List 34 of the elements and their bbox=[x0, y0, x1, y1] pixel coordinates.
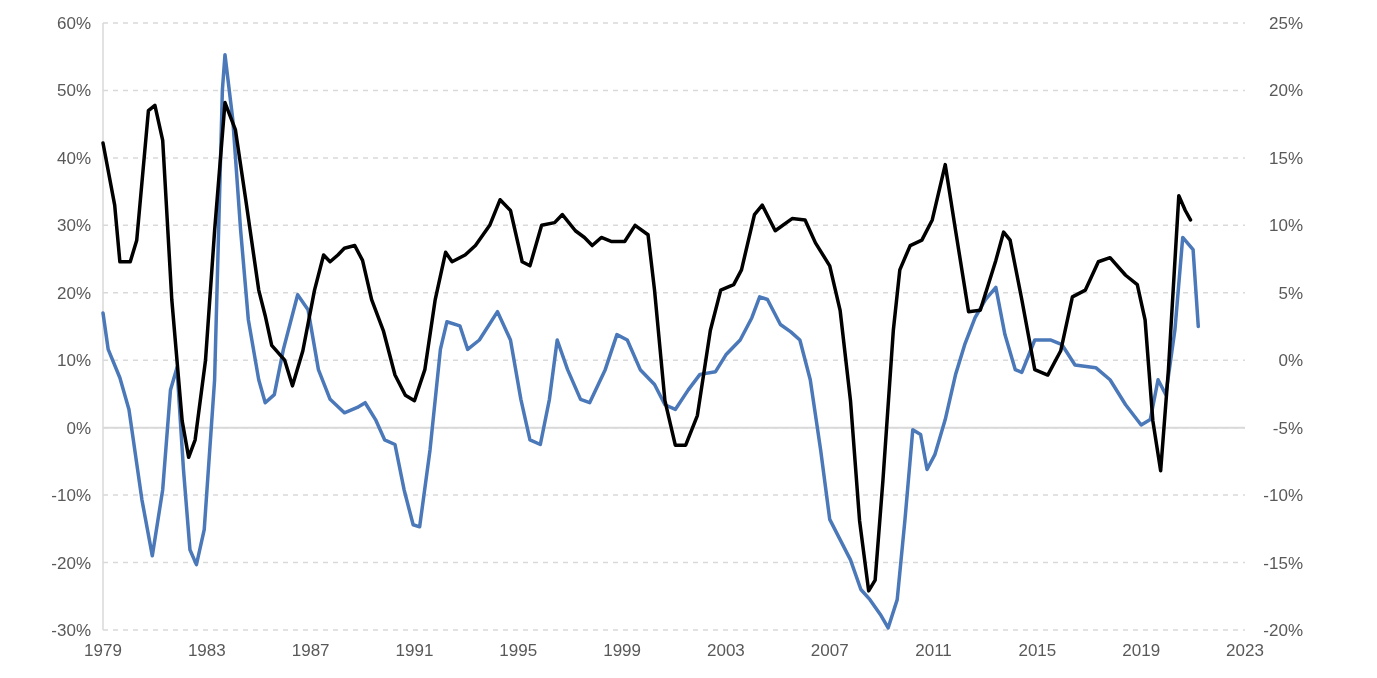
y2-tick-label: -20% bbox=[1263, 620, 1303, 640]
y-tick-label: -30% bbox=[51, 620, 91, 640]
y2-tick-label: 20% bbox=[1268, 81, 1303, 101]
y-tick-label: 40% bbox=[56, 148, 91, 168]
y-tick-label: 20% bbox=[56, 283, 91, 303]
line-series bbox=[101, 100, 1193, 593]
y-tick-label: 30% bbox=[56, 216, 91, 236]
y2-tick-label: -10% bbox=[1263, 486, 1303, 506]
x-tick-label: 2015 bbox=[1018, 641, 1057, 660]
y2-tick-label: 5% bbox=[1278, 283, 1303, 303]
y2-tick-label: -15% bbox=[1263, 553, 1303, 573]
y2-tick-label: 25% bbox=[1268, 13, 1303, 33]
y2-tick-label: 0% bbox=[1278, 351, 1303, 371]
y-tick-label: -20% bbox=[51, 553, 91, 573]
x-tick-label: 1983 bbox=[187, 641, 226, 660]
x-tick-label: 1995 bbox=[499, 641, 538, 660]
y-tick-label: 10% bbox=[56, 351, 91, 371]
y-tick-label: 60% bbox=[56, 13, 91, 33]
x-tick-label: 2011 bbox=[915, 641, 952, 660]
x-tick-label: 2007 bbox=[810, 641, 849, 660]
y-tick-label: -10% bbox=[51, 486, 91, 506]
x-tick-label: 1987 bbox=[291, 641, 330, 660]
line-series bbox=[101, 52, 1201, 630]
y2-tick-label: 10% bbox=[1268, 216, 1303, 236]
y-tick-label: 50% bbox=[56, 81, 91, 101]
x-tick-label: 1991 bbox=[395, 641, 434, 660]
y2-tick-label: 15% bbox=[1268, 148, 1303, 168]
y2-tick-label: -5% bbox=[1272, 418, 1303, 438]
x-tick-label: 2023 bbox=[1226, 641, 1264, 660]
y-tick-label: 0% bbox=[66, 418, 91, 438]
x-tick-label: 1999 bbox=[603, 641, 641, 660]
x-tick-label: 2019 bbox=[1122, 641, 1161, 660]
x-tick-label: 1979 bbox=[84, 641, 122, 660]
x-tick-label: 2003 bbox=[707, 641, 745, 660]
